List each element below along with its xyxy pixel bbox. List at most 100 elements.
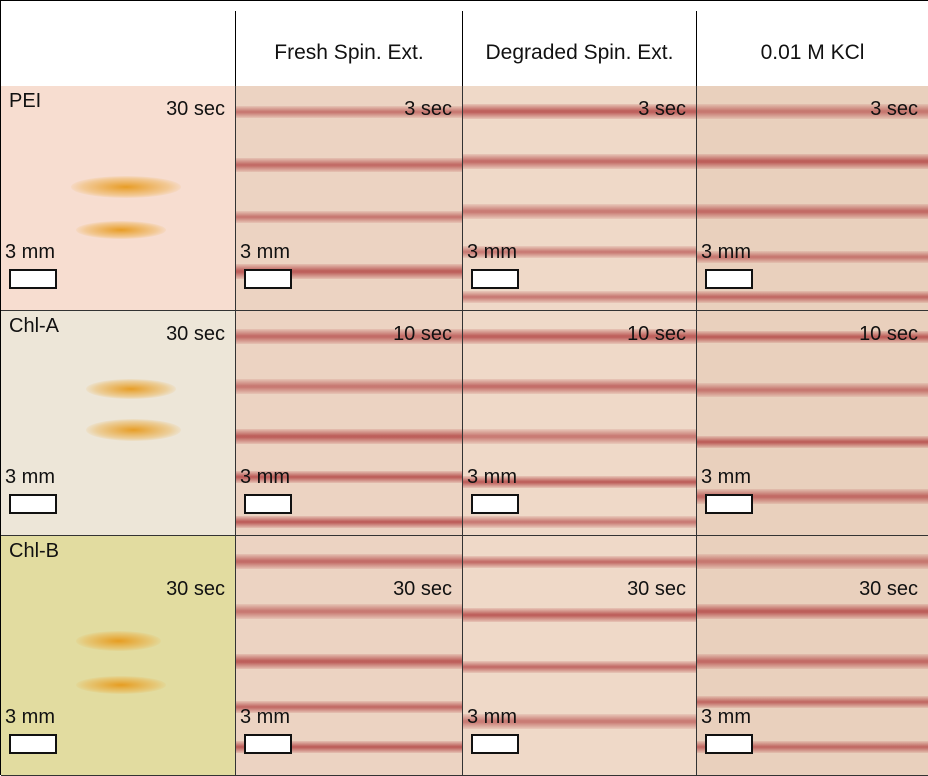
stripe — [463, 516, 696, 528]
column-header: Degraded Spin. Ext. — [463, 11, 697, 96]
stripe — [697, 383, 928, 397]
stripe — [697, 654, 928, 669]
sample-photo: Chl-B 30 sec 3 mm — [1, 536, 236, 776]
stripe — [236, 701, 462, 713]
scale-bar — [471, 734, 519, 754]
time-label: 30 sec — [393, 578, 452, 600]
scale-bar — [705, 734, 753, 754]
stain-photo: 3 sec 3 mm — [463, 86, 697, 311]
stain-photo: 3 sec 3 mm — [697, 86, 928, 311]
time-label: 3 sec — [404, 98, 452, 120]
scale-bar — [9, 269, 57, 289]
stripe — [697, 104, 928, 119]
stripe — [697, 251, 928, 263]
stripe — [236, 516, 462, 528]
scale-label: 3 mm — [5, 706, 55, 728]
scale-label: 3 mm — [467, 241, 517, 263]
scale-label: 3 mm — [5, 466, 55, 488]
sample-photo: Chl-A 30 sec 3 mm — [1, 311, 236, 536]
stripe — [697, 204, 928, 219]
stripe — [697, 291, 928, 303]
stain-photo: 30 sec 3 mm — [236, 536, 463, 776]
stripe — [697, 696, 928, 708]
scale-label: 3 mm — [240, 241, 290, 263]
stripe — [697, 741, 928, 753]
stripe — [463, 329, 696, 344]
column-header: Fresh Spin. Ext. — [236, 11, 463, 96]
stripe — [236, 429, 462, 444]
scale-bar — [244, 734, 292, 754]
stain-spot — [76, 221, 166, 239]
stripe — [463, 379, 696, 394]
stain-photo: 3 sec 3 mm — [236, 86, 463, 311]
stripe — [236, 158, 462, 172]
stripe — [697, 331, 928, 343]
time-label: 10 sec — [393, 323, 452, 345]
time-label: 10 sec — [627, 323, 686, 345]
row-label: PEI — [9, 90, 42, 112]
stain-spot — [71, 176, 181, 198]
stripe — [236, 741, 462, 753]
scale-bar — [9, 494, 57, 514]
stripe — [697, 154, 928, 169]
stripe — [463, 291, 696, 303]
stripe — [463, 661, 696, 673]
stripe — [463, 556, 696, 568]
scale-label: 3 mm — [240, 706, 290, 728]
stripe — [463, 714, 696, 729]
scale-bar — [471, 269, 519, 289]
stripe — [236, 329, 462, 344]
stripe — [236, 379, 462, 394]
stripe — [697, 604, 928, 619]
stain-spot — [86, 379, 176, 399]
stripe — [463, 246, 696, 258]
stain-photo: 30 sec 3 mm — [697, 536, 928, 776]
time-label: 30 sec — [166, 323, 225, 345]
time-label: 30 sec — [166, 98, 225, 120]
stripe — [236, 471, 462, 483]
stripe — [236, 106, 462, 118]
scale-label: 3 mm — [467, 706, 517, 728]
stripe — [463, 429, 696, 444]
time-label: 3 sec — [638, 98, 686, 120]
stripe — [236, 211, 462, 223]
sample-photo: PEI 30 sec 3 mm — [1, 86, 236, 311]
scale-bar — [705, 494, 753, 514]
scale-bar — [705, 269, 753, 289]
scale-label: 3 mm — [701, 706, 751, 728]
stain-photo: 10 sec 3 mm — [697, 311, 928, 536]
column-header: 0.01 M KCl — [697, 11, 928, 96]
header-corner — [1, 11, 236, 96]
time-label: 30 sec — [859, 578, 918, 600]
stripe — [236, 554, 462, 569]
stain-photo: 10 sec 3 mm — [463, 311, 697, 536]
stripe — [463, 204, 696, 219]
stripe — [463, 154, 696, 169]
scale-label: 3 mm — [701, 466, 751, 488]
time-label: 10 sec — [859, 323, 918, 345]
stain-spot — [76, 631, 161, 651]
stripe — [697, 554, 928, 569]
stripe — [236, 654, 462, 669]
stripe — [463, 608, 696, 622]
time-label: 3 sec — [870, 98, 918, 120]
scale-label: 3 mm — [240, 466, 290, 488]
stripe — [236, 604, 462, 619]
scale-label: 3 mm — [701, 241, 751, 263]
time-label: 30 sec — [627, 578, 686, 600]
stain-photo: 30 sec 3 mm — [463, 536, 697, 776]
stripe — [463, 476, 696, 488]
stripe — [236, 264, 462, 279]
scale-bar — [9, 734, 57, 754]
stain-spot — [76, 676, 166, 694]
row-label: Chl-A — [9, 315, 60, 337]
scale-bar — [244, 269, 292, 289]
scale-bar — [244, 494, 292, 514]
scale-bar — [471, 494, 519, 514]
stain-photo: 10 sec 3 mm — [236, 311, 463, 536]
stripe — [697, 489, 928, 504]
stain-spot — [86, 419, 181, 441]
scale-label: 3 mm — [5, 241, 55, 263]
scale-label: 3 mm — [467, 466, 517, 488]
